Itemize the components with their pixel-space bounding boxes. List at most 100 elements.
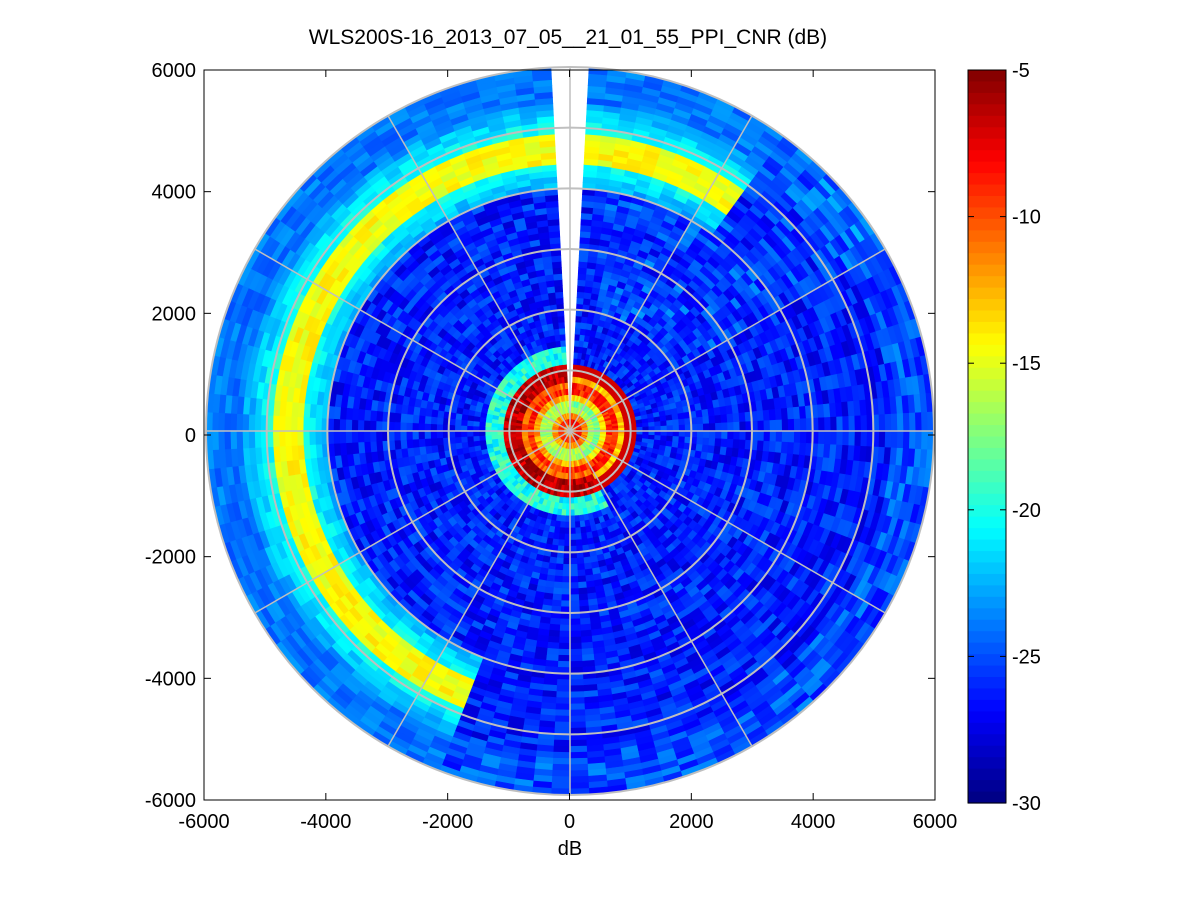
cnr-cell bbox=[554, 722, 570, 728]
cnr-cell bbox=[915, 413, 922, 431]
cnr-cell bbox=[570, 752, 587, 759]
cnr-cell bbox=[831, 431, 837, 445]
cnr-cell bbox=[921, 431, 928, 450]
cnr-cell bbox=[570, 522, 575, 528]
cnr-cell bbox=[574, 503, 578, 509]
cnr-cell bbox=[721, 423, 727, 431]
cnr-cell bbox=[579, 594, 588, 601]
cnr-cell bbox=[579, 261, 588, 268]
cnr-cell bbox=[570, 631, 581, 637]
cnr-cell bbox=[570, 558, 577, 564]
cnr-cell bbox=[562, 582, 570, 588]
cnr-cell bbox=[667, 420, 673, 426]
cnr-cell bbox=[578, 273, 587, 280]
cnr-cell bbox=[909, 413, 916, 431]
cnr-cell bbox=[552, 594, 561, 601]
cnr-cell bbox=[697, 417, 704, 424]
cnr-cell bbox=[769, 409, 776, 420]
cnr-cell bbox=[576, 316, 582, 323]
cnr-cell bbox=[818, 418, 824, 431]
cnr-cell bbox=[574, 515, 579, 521]
cnr-cell bbox=[570, 528, 575, 534]
cnr-cell bbox=[794, 431, 800, 443]
cnr-cell bbox=[555, 570, 563, 577]
cnr-cell bbox=[565, 522, 570, 528]
cnr-cell bbox=[636, 423, 642, 427]
cnr-cell bbox=[721, 439, 728, 448]
cnr-cell bbox=[551, 782, 570, 789]
cnr-cell bbox=[580, 624, 591, 631]
cnr-cell bbox=[570, 595, 579, 601]
cnr-cell bbox=[788, 419, 794, 431]
cnr-cell bbox=[861, 415, 867, 431]
cnr-cell bbox=[570, 637, 581, 643]
cnr-cell bbox=[903, 431, 910, 449]
cnr-cell bbox=[581, 533, 587, 540]
cnr-cell bbox=[570, 710, 585, 716]
cnr-cell bbox=[570, 643, 581, 649]
cnr-cell bbox=[549, 624, 560, 631]
cnr-cell bbox=[770, 431, 776, 442]
cnr-cell bbox=[843, 431, 849, 446]
cnr-cell bbox=[673, 425, 679, 431]
cnr-cell bbox=[715, 439, 722, 447]
cnr-cell bbox=[800, 419, 806, 431]
cnr-cell bbox=[679, 419, 686, 425]
cnr-cell bbox=[552, 776, 570, 783]
cnr-cell bbox=[672, 414, 679, 420]
cnr-cell bbox=[560, 619, 570, 625]
cnr-cell bbox=[581, 539, 588, 546]
cnr-cell bbox=[570, 540, 576, 546]
cnr-cell bbox=[739, 440, 746, 450]
cnr-cell bbox=[757, 441, 764, 451]
cnr-cell bbox=[570, 582, 578, 588]
cnr-cell bbox=[578, 588, 587, 595]
cnr-cell bbox=[733, 440, 740, 449]
cnr-cell bbox=[559, 637, 570, 643]
cnr-cell bbox=[770, 420, 776, 431]
cnr-cell bbox=[575, 328, 581, 334]
cnr-cell bbox=[861, 431, 867, 447]
cnr-cell bbox=[661, 431, 667, 436]
cnr-cell bbox=[570, 758, 587, 765]
cnr-cell bbox=[891, 431, 898, 448]
cnr-cell bbox=[679, 431, 685, 437]
cnr-cell bbox=[579, 600, 589, 607]
cnr-cell bbox=[579, 255, 589, 262]
cnr-cell bbox=[648, 422, 654, 427]
cnr-cell bbox=[550, 618, 560, 625]
cnr-cell bbox=[555, 710, 570, 716]
cnr-cell bbox=[577, 558, 584, 565]
cnr-cell bbox=[697, 438, 704, 445]
cnr-cell bbox=[570, 704, 585, 710]
cnr-cell bbox=[559, 643, 570, 649]
cnr-cell bbox=[570, 692, 584, 698]
cnr-cell bbox=[565, 528, 570, 534]
cnr-cell bbox=[570, 534, 576, 540]
cnr-cell bbox=[703, 424, 709, 431]
cnr-cell bbox=[679, 425, 685, 431]
cnr-cell bbox=[575, 522, 580, 528]
cnr-cell bbox=[740, 422, 746, 431]
cnr-cell bbox=[855, 416, 861, 431]
cnr-cell bbox=[879, 431, 885, 448]
cnr-cell bbox=[734, 431, 740, 440]
cnr-cell bbox=[559, 631, 570, 637]
cnr-cell bbox=[897, 414, 904, 431]
cnr-cell bbox=[577, 292, 585, 299]
cnr-cell bbox=[849, 416, 855, 431]
cnr-cell bbox=[703, 431, 709, 438]
cnr-cell bbox=[555, 716, 570, 722]
cnr-cell bbox=[709, 431, 715, 439]
cnr-cell bbox=[794, 419, 800, 431]
cnr-cell bbox=[559, 534, 565, 540]
cnr-cell bbox=[661, 426, 667, 431]
cnr-cell bbox=[666, 415, 673, 421]
cnr-cell bbox=[580, 521, 586, 528]
cnr-cell bbox=[578, 267, 587, 274]
chart-title: WLS200S-16_2013_07_05__21_01_55_PPI_CNR … bbox=[200, 26, 936, 50]
cnr-cell bbox=[580, 231, 591, 238]
cnr-cell bbox=[782, 420, 788, 431]
cnr-cell bbox=[570, 625, 580, 631]
cnr-cell bbox=[667, 426, 673, 431]
